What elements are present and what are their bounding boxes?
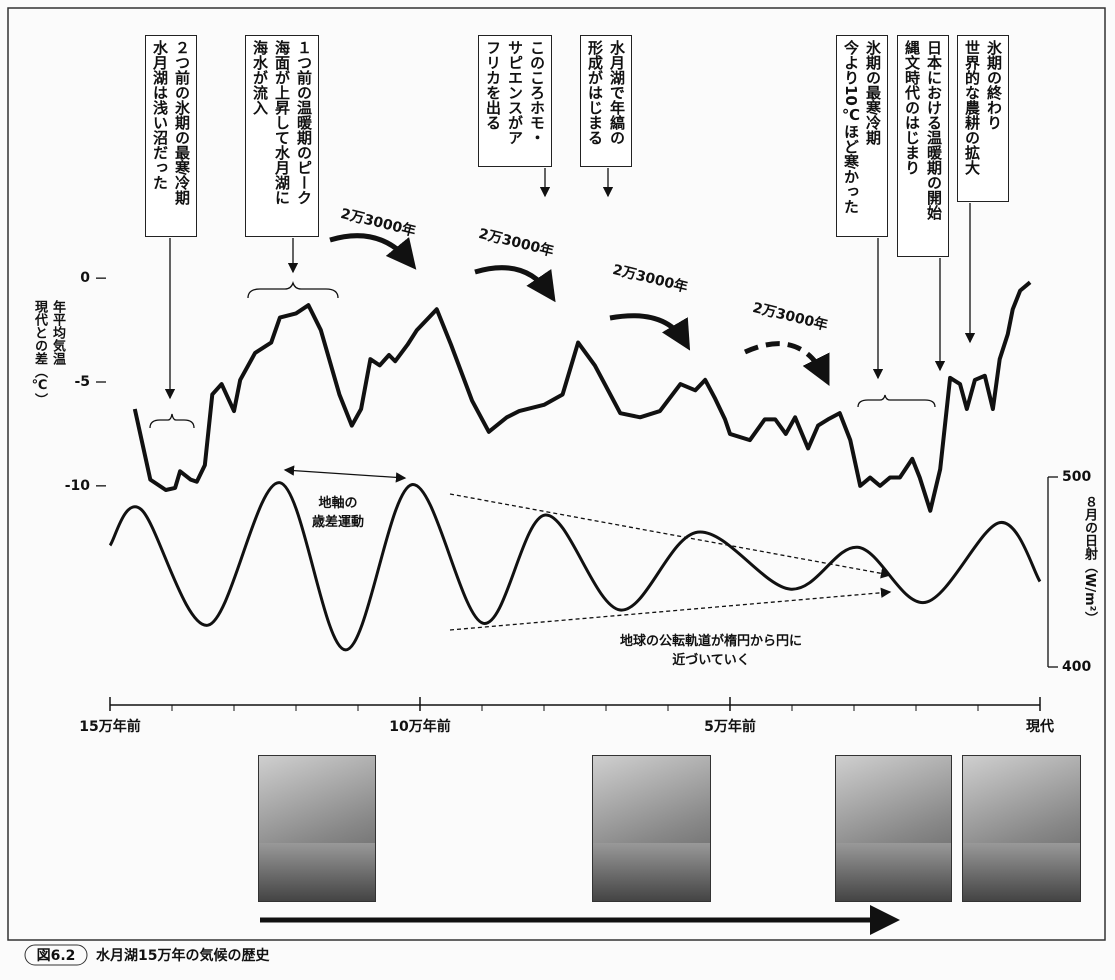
annotation-line: サピエンスがア [506,40,524,145]
annotation-line: 水月湖は浅い沼だった [151,40,169,190]
y-tick-label: 0 [80,270,90,286]
x-tick-label: 10万年前 [389,718,450,735]
annotation-line: 世界的な農耕の拡大 [963,40,981,175]
y2-tick-label: 500 [1062,469,1091,485]
cycle-arrows [329,233,830,386]
precession-label: 地軸の 歳差運動 [312,492,364,530]
annotation-line: 縄文時代のはじまり [903,40,921,175]
label-line: 歳差運動 [312,515,365,530]
annotation-line: 海面が上昇して水月湖に [273,40,291,205]
x-tick-label: 現代 [1026,718,1054,735]
label-line: 地球の公転軌道が楕円から円に [620,634,803,649]
y-axis-title: 年平均気温 現代との差（℃） [30,300,66,406]
annotation-line: 氷期の最寒冷期 [864,40,882,145]
chart-title: 水月湖15万年の気候の歴史 [96,947,270,964]
label-line: 地軸の [318,496,358,511]
caption-badge [24,944,88,966]
annotation-arrows [260,465,900,935]
label-line: 年平均気温 [50,300,65,365]
annotation-box: 氷期の終わり 世界的な農耕の拡大 [957,35,1009,202]
x-tick-label: 5万年前 [704,718,756,735]
annotation-line: 形成がはじまる [586,40,604,145]
annotation-box: 氷期の最寒冷期 今より10℃ほど寒かった [836,35,888,237]
illustration [835,755,952,902]
temperature-line [132,280,1032,513]
illustration [962,755,1081,902]
y2-tick-label: 400 [1062,659,1091,675]
insolation-line [108,481,1042,652]
y2-axis-title: ８月の日射（W/m²） [1082,495,1097,625]
y-tick-label: -5 [74,374,90,390]
illustration [258,755,376,902]
annotation-box: １つ前の温暖期のピーク 海面が上昇して水月湖に 海水が流入 [245,35,319,237]
annotation-line: ２つ前の氷期の最寒冷期 [173,40,191,205]
annotation-line: 今より10℃ほど寒かった [842,40,860,214]
annotation-line: １つ前の温暖期のピーク [295,40,313,205]
annotation-line: 日本における温暖期の開始 [925,40,943,220]
y-tick-label: -10 [65,478,91,494]
annotation-line: このころホモ・ [528,40,546,145]
orbit-label: 地球の公転軌道が楕円から円に 近づいていく [620,630,802,668]
annotation-box: 水月湖で年縞の 形成がはじまる [580,35,632,167]
illustration [592,755,711,902]
x-tick-label: 15万年前 [79,718,140,735]
annotation-line: フリカを出る [484,40,502,130]
figure-label: 図6.2 [37,948,76,964]
annotation-line: 水月湖で年縞の [608,40,626,145]
pointer-arrows [149,168,976,429]
label-line: 現代との差（℃） [32,300,47,406]
annotation-box: 日本における温暖期の開始 縄文時代のはじまり [897,35,949,257]
label-line: 近づいていく [672,653,750,668]
frame [7,7,1106,941]
annotation-line: 海水が流入 [251,40,269,115]
annotation-box: このころホモ・ サピエンスがア フリカを出る [478,35,552,167]
annotation-box: ２つ前の氷期の最寒冷期 水月湖は浅い沼だった [145,35,197,237]
annotation-line: 氷期の終わり [985,40,1003,130]
